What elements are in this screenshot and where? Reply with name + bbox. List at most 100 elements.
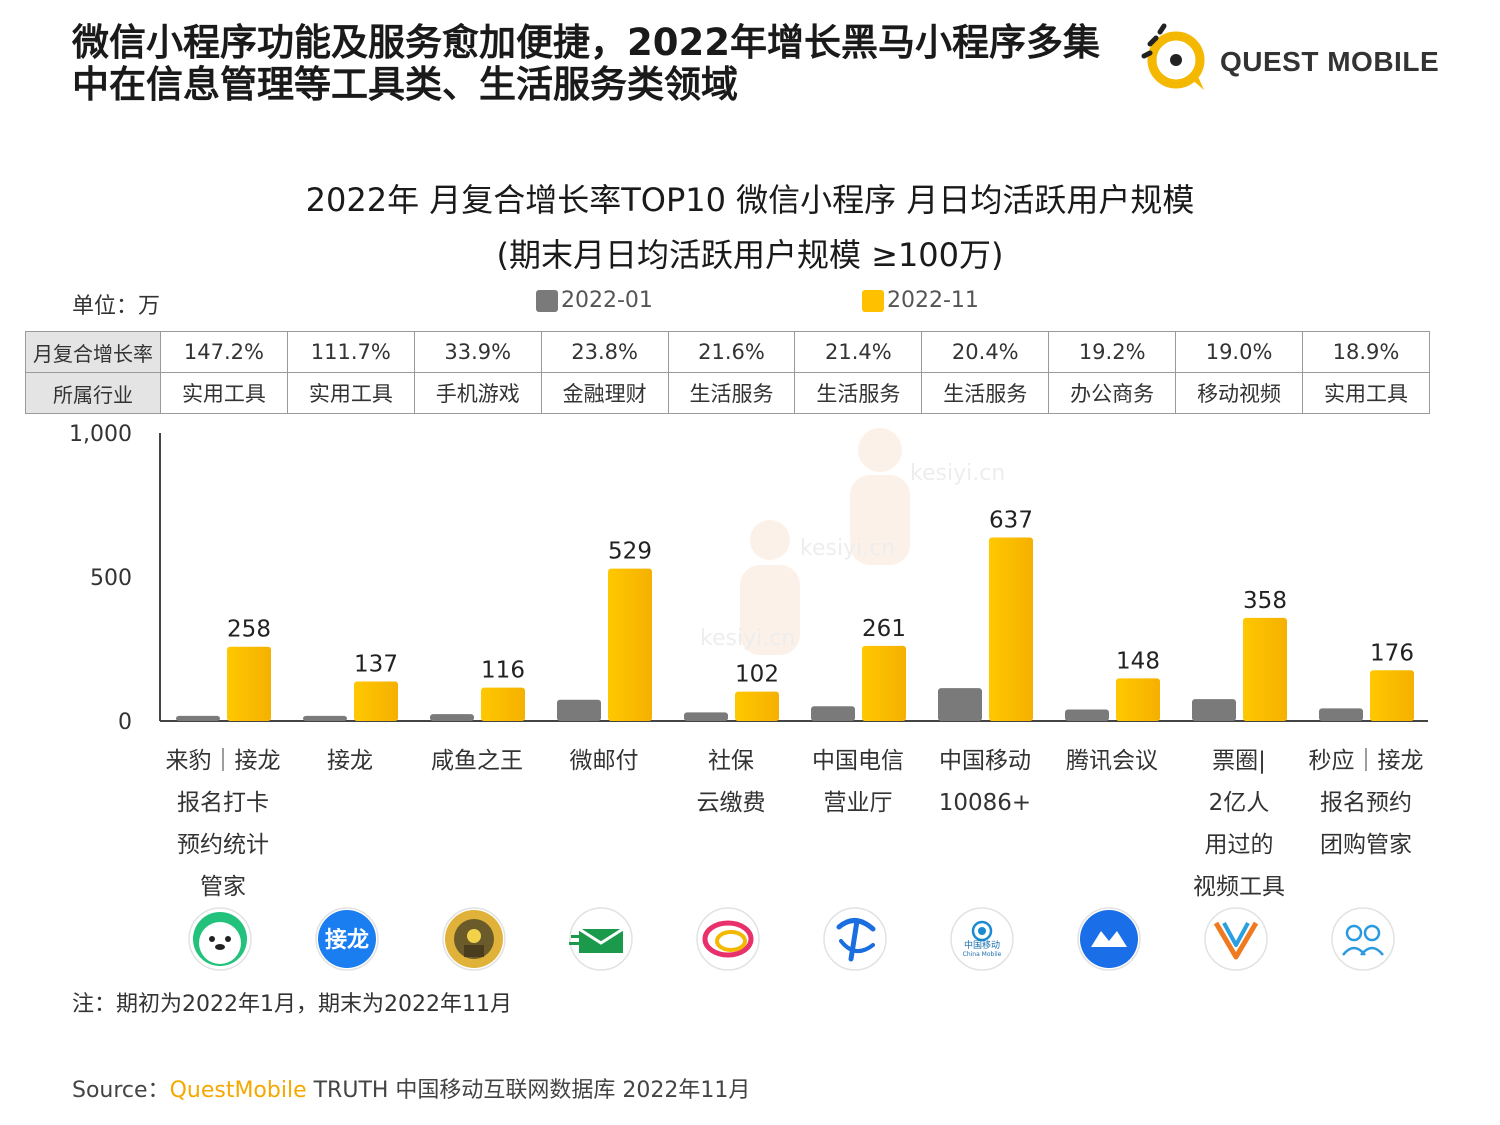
miaoying-people-icon [1331, 907, 1395, 971]
industry-cell: 实用工具 [1302, 372, 1430, 414]
y-tick-label: 0 [118, 710, 132, 735]
bar-value-label: 637 [989, 508, 1033, 534]
bar-2022-01 [557, 699, 601, 721]
category-label: 云缴费 [697, 790, 766, 816]
bar-2022-11 [1370, 670, 1414, 721]
category-label: 团购管家 [1320, 832, 1412, 858]
bar-2022-01 [938, 688, 982, 721]
source-line: Source：QuestMobile TRUTH 中国移动互联网数据库 2022… [72, 1072, 750, 1104]
logo-text: QUEST MOBILE [1220, 46, 1440, 77]
chart-subtitle: (期末月日均活跃用户规模 ≥100万) [496, 236, 1004, 274]
growth-cell: 147.2% [160, 331, 288, 373]
growth-cell: 21.6% [667, 331, 796, 373]
category-label: 微邮付 [570, 748, 639, 774]
category-label: 票圈| [1212, 748, 1266, 774]
bar-2022-01 [1192, 699, 1236, 721]
bar-value-label: 358 [1243, 588, 1287, 614]
jielong-app-icon: 接龙 [315, 907, 379, 971]
chart-title: 2022年 月复合增长率TOP10 微信小程序 月日均活跃用户规模 [305, 181, 1195, 219]
envelope-pay-icon [569, 907, 633, 971]
tencent-meeting-icon [1077, 907, 1141, 971]
bar-2022-11 [481, 687, 525, 721]
industry-cell: 实用工具 [286, 372, 415, 414]
source-prefix: Source： [72, 1078, 170, 1103]
bar-value-label: 258 [227, 617, 271, 643]
bar-2022-11 [227, 646, 271, 721]
legend-swatch-yellow [862, 289, 884, 312]
watermark-text: kesiyi.cn [800, 536, 895, 561]
bar-value-label: 148 [1116, 648, 1160, 674]
stats-table: 月复合增长率 147.2% 111.7% 33.9% 23.8% 21.6% 2… [25, 331, 1430, 414]
industry-cell: 实用工具 [160, 372, 288, 414]
category-label: 接龙 [327, 748, 373, 774]
bar-value-label: 261 [862, 616, 906, 642]
value-labels: 258 137 116 529 102 261 637 148 358 176 [227, 508, 1414, 688]
category-label: 来豹｜接龙 [166, 748, 281, 774]
growth-cell: 18.9% [1302, 331, 1430, 373]
category-label: 10086+ [939, 790, 1031, 816]
y-tick-label: 500 [90, 566, 132, 591]
legend-label: 2022-01 [561, 288, 653, 313]
category-label: 咸鱼之王 [431, 748, 523, 774]
bar-2022-01 [1319, 708, 1363, 721]
unit-label: 单位：万 [72, 294, 161, 319]
china-mobile-icon-en: China Mobile [963, 951, 1002, 958]
bar-2022-11 [608, 568, 652, 721]
bar-value-label: 116 [481, 658, 525, 684]
category-label: 2亿人 [1209, 790, 1270, 816]
china-telecom-icon [823, 907, 887, 971]
growth-cell: 19.2% [1048, 331, 1177, 373]
category-label: 营业厅 [824, 790, 893, 816]
questmobile-logo-icon [1141, 23, 1205, 90]
industry-cell: 生活服务 [921, 372, 1050, 414]
industry-cell: 办公商务 [1048, 372, 1177, 414]
watermark-text: kesiyi.cn [700, 626, 795, 651]
category-label: 视频工具 [1193, 874, 1285, 900]
y-axis: 0 500 1,000 [69, 422, 1428, 735]
industry-cell: 移动视频 [1175, 372, 1304, 414]
bar-2022-11 [1243, 617, 1287, 721]
bar-2022-11 [735, 691, 779, 721]
bar-2022-01 [684, 712, 728, 721]
growth-cell: 20.4% [921, 331, 1050, 373]
category-label: 秒应｜接龙 [1309, 748, 1424, 774]
bar-2022-01 [176, 715, 220, 721]
china-mobile-icon-text: 中国移动 [964, 939, 1000, 951]
growth-cell: 33.9% [413, 331, 542, 373]
bar-chart: 0 500 1,000 258 137 116 529 102 261 637 148 358 176… [69, 422, 1428, 971]
bar-2022-01 [1065, 709, 1109, 721]
bar-2022-01 [430, 714, 474, 721]
bar-2022-01 [303, 715, 347, 721]
growth-cell: 111.7% [286, 331, 415, 373]
growth-cell: 23.8% [540, 331, 669, 373]
source-rest: TRUTH 中国移动互联网数据库 2022年11月 [306, 1078, 751, 1103]
category-label: 社保 [708, 748, 754, 774]
bar-2022-11 [989, 537, 1033, 721]
headline: 微信小程序功能及服务愈加便捷，2022年增长黑马小程序多集中在信息管理等工具类、… [72, 21, 1100, 106]
bar-2022-11 [1116, 678, 1160, 721]
piaoquan-v-icon [1204, 907, 1268, 971]
legend-label: 2022-11 [887, 288, 979, 313]
category-label: 中国电信 [812, 748, 904, 774]
growth-cell: 21.4% [794, 331, 923, 373]
legend-item-2022-11: 2022-11 [862, 288, 979, 313]
bars [176, 537, 1414, 721]
y-tick-label: 1,000 [69, 422, 132, 447]
growth-cell: 19.0% [1175, 331, 1304, 373]
legend-swatch-gray [536, 289, 558, 312]
xianyu-king-game-icon [442, 907, 506, 971]
bar-value-label: 137 [354, 652, 398, 678]
bar-2022-11 [862, 645, 906, 721]
category-label: 腾讯会议 [1066, 748, 1158, 774]
industry-row: 所属行业 实用工具 实用工具 手机游戏 金融理财 生活服务 生活服务 生活服务 … [25, 372, 1430, 414]
row-header-industry: 所属行业 [25, 372, 161, 414]
bar-value-label: 529 [608, 539, 652, 565]
watermark: kesiyi.cn kesiyi.cn kesiyi.cn [700, 428, 1005, 655]
category-label: 中国移动 [939, 748, 1031, 774]
category-label: 预约统计 [177, 832, 269, 858]
watermark-text: kesiyi.cn [910, 461, 1005, 486]
social-security-cloud-icon [696, 907, 760, 971]
